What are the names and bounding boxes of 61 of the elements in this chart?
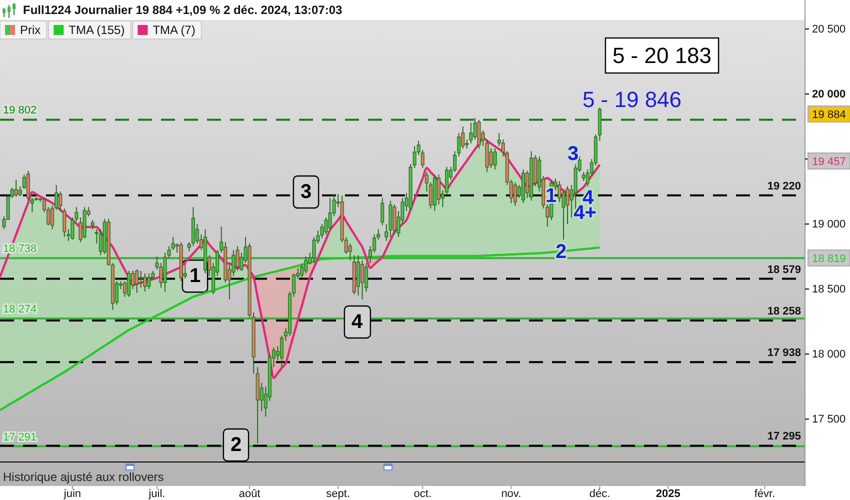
annotation: 1 — [189, 265, 201, 288]
candlestick — [280, 335, 284, 368]
candlestick — [127, 270, 131, 298]
x-tick-label: juin — [62, 488, 82, 500]
chart-title: Full1224 Journalier 19 884 +1,09 % 2 déc. 2024, 13:07:03 — [23, 3, 343, 17]
ref-line-label: 18 258 — [767, 306, 801, 318]
text: Historique ajusté aux rollovers — [3, 470, 164, 484]
legend-label: Prix — [20, 23, 41, 37]
candlestick — [14, 179, 18, 198]
y-tick-label: 18 500 — [812, 284, 846, 296]
ref-line-label: 18 274 — [3, 303, 37, 316]
ref-line-label: 19 220 — [767, 180, 801, 192]
candlestick — [90, 220, 94, 230]
y-tick-label: 18 000 — [812, 348, 846, 361]
candlestick — [135, 269, 139, 294]
ref-line-label: 17 291 — [3, 431, 37, 444]
candlestick — [312, 236, 316, 264]
annotation: 3 — [300, 181, 312, 203]
candlestick — [380, 198, 384, 226]
candlestick — [360, 260, 364, 300]
ref-line-label: 19 802 — [3, 104, 37, 117]
annotation: 2 — [230, 434, 242, 456]
y-tick-label: 20 000 — [812, 88, 846, 101]
y-tick-label: 19 000 — [812, 218, 846, 231]
candlestick — [328, 198, 332, 230]
candlestick — [493, 148, 497, 170]
text: 18 819 — [812, 253, 846, 265]
x-tick-label: juil. — [148, 488, 166, 500]
x-tick-label: oct. — [414, 488, 432, 500]
candlestick — [582, 172, 586, 182]
candlestick — [18, 186, 22, 197]
x-tick-label: sept. — [326, 488, 350, 500]
annotation: 5 - 19 846 — [582, 87, 682, 112]
candlestick — [348, 243, 352, 261]
legend-label: TMA (7) — [152, 23, 196, 37]
x-tick-label: déc. — [589, 488, 610, 500]
candlestick — [477, 120, 481, 150]
candlestick — [304, 256, 308, 274]
legend-label: TMA (155) — [68, 23, 125, 37]
ref-line-label: 17 295 — [767, 430, 801, 443]
candlestick — [143, 272, 147, 292]
text: 19 884 — [812, 109, 846, 121]
ref-line-label: 17 938 — [767, 347, 801, 360]
y-tick-label: 17 500 — [812, 414, 846, 426]
candlestick — [139, 270, 143, 288]
annotation: 3 — [567, 143, 579, 165]
candlestick — [436, 174, 440, 206]
text: 19 457 — [812, 156, 846, 168]
candlestick — [147, 272, 151, 290]
annotation: 5 - 20 183 — [612, 43, 712, 68]
x-tick-label: 2025 — [656, 488, 680, 500]
x-tick-label: nov. — [501, 488, 522, 500]
candlestick — [566, 186, 570, 225]
annotation: 4 — [351, 311, 364, 333]
x-tick-label: août — [238, 488, 260, 500]
x-tick-label: févr. — [754, 488, 776, 500]
y-tick-label: 20 500 — [812, 23, 846, 36]
ref-line-label: 18 579 — [767, 264, 801, 276]
candlestick — [300, 264, 304, 278]
candlestick — [392, 204, 396, 235]
candlestick — [513, 182, 517, 206]
